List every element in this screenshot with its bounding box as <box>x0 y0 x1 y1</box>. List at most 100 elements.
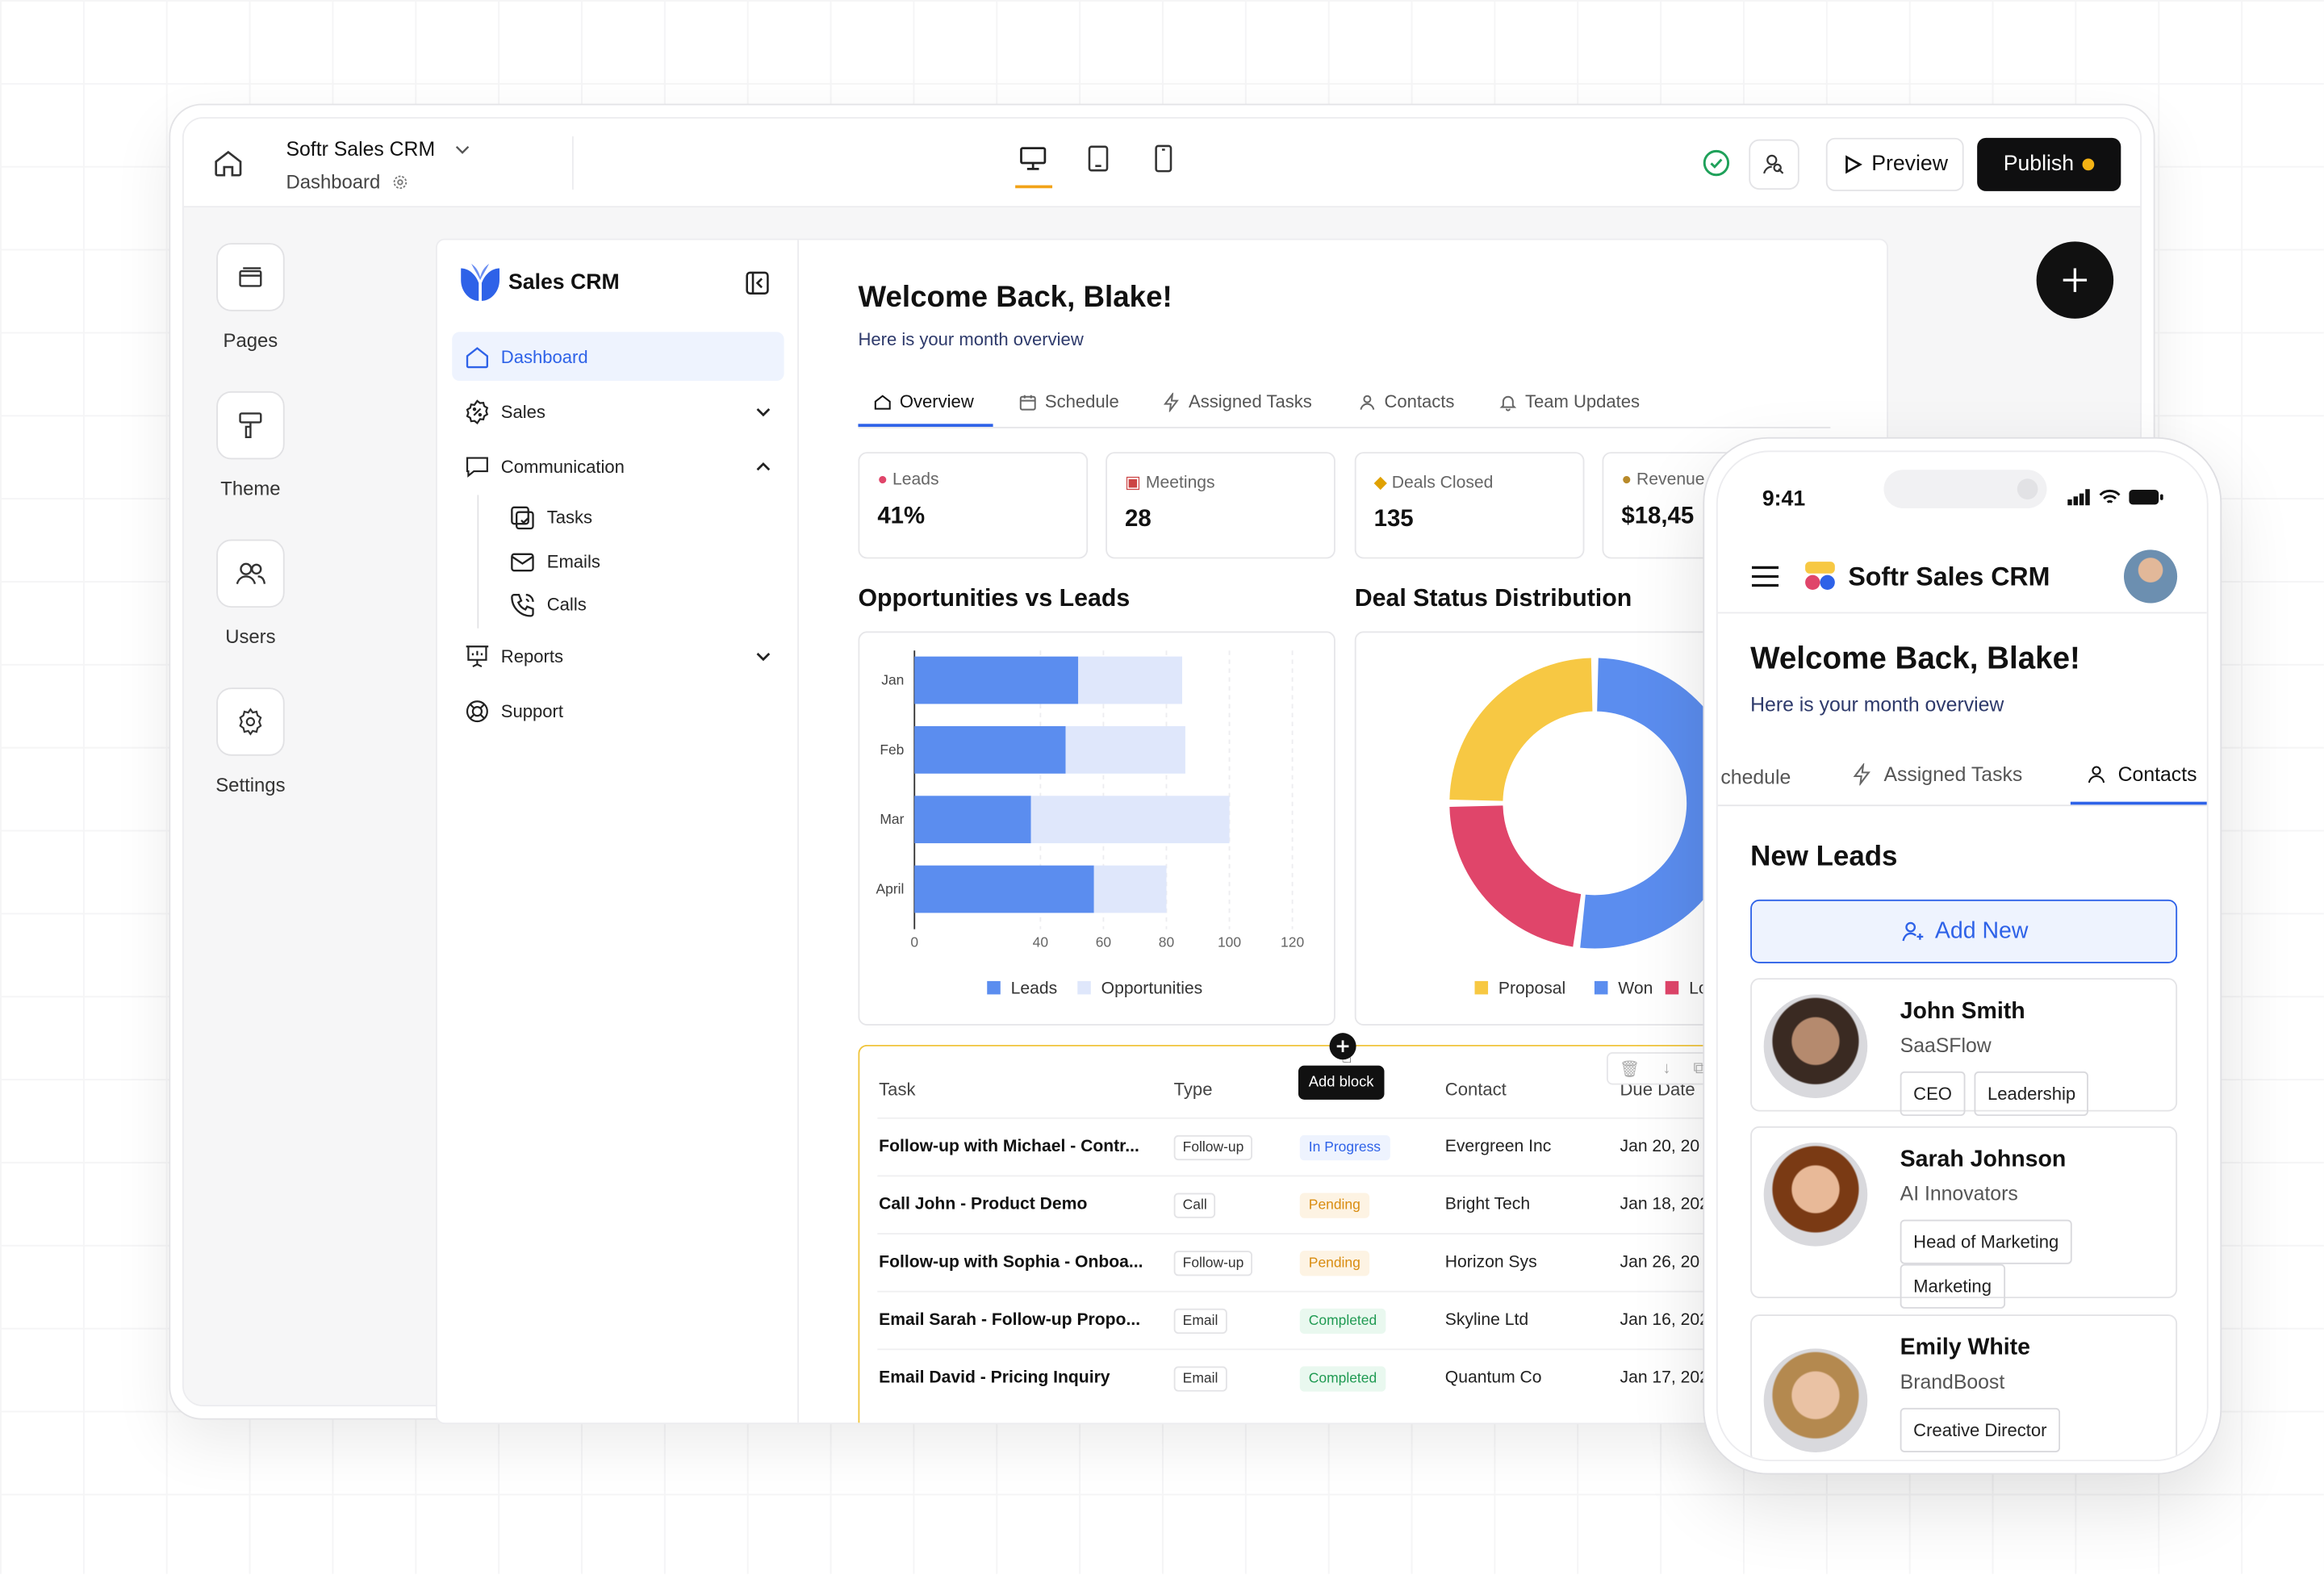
tab-schedule[interactable]: Schedule <box>1018 377 1119 427</box>
bar-leads[interactable] <box>914 865 1094 913</box>
arrow-down-icon[interactable]: ↓ <box>1662 1059 1671 1078</box>
plus-icon <box>2063 268 2088 292</box>
builder-topbar: Softr Sales CRM Dashboard Preview <box>183 118 2141 208</box>
mobile-view-icon[interactable] <box>1144 140 1183 178</box>
add-new-button[interactable]: Add New <box>1750 899 2178 963</box>
tab-overview[interactable]: Overview <box>873 377 974 427</box>
wifi-icon <box>2099 489 2121 503</box>
page-selector[interactable]: Dashboard <box>286 170 408 193</box>
rail-label: Settings <box>215 773 286 796</box>
submenu-line <box>477 495 479 629</box>
bar-chart-card: 0 40 60 80 100 120 Jan Feb Mar April Leads Opportun… <box>858 631 1335 1026</box>
tag: Leadership <box>1974 1071 2089 1117</box>
kpi-card: ● Leads 41% <box>858 452 1089 559</box>
publish-label: Publish <box>2003 152 2075 177</box>
tablet-view-icon[interactable] <box>1079 140 1118 178</box>
tab-label: Schedule <box>1044 391 1119 412</box>
contact-cell: Skyline Ltd <box>1444 1311 1529 1330</box>
app-switcher[interactable]: Softr Sales CRM <box>286 137 470 161</box>
bar-leads[interactable] <box>914 796 1031 844</box>
collapse-sidebar-icon[interactable] <box>742 268 772 298</box>
kpi-card: ◆ Deals Closed 135 <box>1354 452 1585 559</box>
add-block-button[interactable] <box>1329 1033 1356 1060</box>
table-row[interactable]: Call John - Product Demo Call Pending Brigh… <box>877 1175 1776 1234</box>
lead-card[interactable]: Sarah Johnson AI Innovators Head of Market… <box>1750 1126 2178 1309</box>
lead-tags: Head of MarketingMarketing <box>1900 1219 2167 1309</box>
due-date-cell: Jan 16, 202 <box>1620 1311 1709 1330</box>
x-tick-label: 40 <box>1033 934 1049 950</box>
lead-name: John Smith <box>1900 998 2025 1025</box>
rail-theme[interactable]: Theme <box>216 391 287 499</box>
nav-item-communication[interactable]: Communication <box>452 441 784 491</box>
home-icon[interactable] <box>204 140 252 187</box>
nav-item-support[interactable]: Support <box>452 686 784 735</box>
gear-icon <box>392 174 407 189</box>
nav-item-calls[interactable]: Calls <box>508 584 587 625</box>
add-block-tooltip: Add block <box>1298 1065 1385 1100</box>
lead-tags: Creative Director <box>1900 1407 2167 1452</box>
plus-icon <box>1336 1040 1349 1053</box>
bar-opportunities[interactable] <box>1065 725 1185 774</box>
nav-label: Calls <box>546 594 587 616</box>
calendar-icon <box>1019 394 1036 410</box>
kpi-label: Leads <box>892 471 939 490</box>
cursor-hand-icon: ☝ <box>1341 1046 1352 1067</box>
lead-company: SaaSFlow <box>1900 1034 1992 1057</box>
tab-label: Contacts <box>2117 762 2197 786</box>
table-row[interactable]: Email David - Pricing Inquiry Email Comple… <box>877 1348 1776 1406</box>
table-row[interactable]: Email Sarah - Follow-up Propo... Email Com… <box>877 1290 1776 1349</box>
donut-slice-lost[interactable] <box>1449 805 1582 947</box>
rail-settings[interactable]: Settings <box>215 687 287 796</box>
bar-leads[interactable] <box>914 656 1079 704</box>
type-badge: Email <box>1173 1307 1227 1334</box>
phone-tab-contacts[interactable]: Contacts <box>2085 762 2197 786</box>
phone-tab-assigned-tasks[interactable]: Assigned Tasks <box>1851 762 2022 786</box>
phone-tab-schedule[interactable]: chedule <box>1720 766 1791 789</box>
status-badge: Completed <box>1299 1365 1386 1391</box>
tab-contacts[interactable]: Contacts <box>1357 377 1454 427</box>
welcome-heading: Welcome Back, Blake! <box>858 281 1172 315</box>
avatar <box>1763 1348 1868 1452</box>
tab-assigned-tasks[interactable]: Assigned Tasks <box>1162 377 1312 427</box>
nav-item-emails[interactable]: Emails <box>508 541 600 582</box>
tag: Head of Marketing <box>1900 1219 2072 1264</box>
preview-button[interactable]: Preview <box>1825 137 1964 191</box>
donut-slice-won[interactable] <box>1580 658 1741 949</box>
user-preview-button[interactable] <box>1749 139 1799 190</box>
signal-icon <box>2067 489 2090 506</box>
table-row[interactable]: Follow-up with Michael - Contr... Follow-… <box>877 1117 1776 1176</box>
pages-icon <box>216 243 285 311</box>
add-block-fab[interactable] <box>2036 241 2114 319</box>
lead-company: BrandBoost <box>1900 1370 2005 1393</box>
desktop-view-icon[interactable] <box>1014 140 1052 178</box>
avatar[interactable] <box>2123 549 2178 604</box>
bar-opportunities[interactable] <box>1093 865 1167 913</box>
lead-card[interactable]: John Smith SaaSFlow CEO Leadership <box>1750 978 2178 1117</box>
legend-label: Proposal <box>1498 980 1565 998</box>
lead-card[interactable]: Emily White BrandBoost Creative Director <box>1750 1314 2178 1460</box>
nav-item-dashboard[interactable]: Dashboard <box>452 332 784 382</box>
app-name: Softr Sales CRM <box>286 137 436 161</box>
active-tab-underline <box>858 424 993 427</box>
nav-item-tasks[interactable]: Tasks <box>508 496 592 537</box>
donut-slice-proposal[interactable] <box>1449 658 1593 801</box>
bell-icon <box>1499 395 1517 411</box>
dashboard-main: Welcome Back, Blake! Here is your month … <box>858 240 1887 1423</box>
chevron-down-icon <box>756 407 771 416</box>
bar-opportunities[interactable] <box>1078 656 1182 704</box>
paint-roller-icon <box>216 391 285 460</box>
bar-opportunities[interactable] <box>1030 796 1230 844</box>
bar-leads[interactable] <box>914 725 1066 774</box>
nav-item-sales[interactable]: Sales <box>452 386 784 436</box>
tab-team-updates[interactable]: Team Updates <box>1498 377 1640 427</box>
menu-icon[interactable] <box>1750 565 1780 588</box>
rail-users[interactable]: Users <box>216 539 287 648</box>
table-row[interactable]: Follow-up with Sophia - Onboa... Follow-u… <box>877 1233 1776 1291</box>
rail-label: Theme <box>220 477 281 499</box>
copy-icon[interactable]: ⧉ <box>1693 1059 1705 1077</box>
publish-button[interactable]: Publish <box>1977 137 2121 191</box>
trash-icon[interactable]: 🗑 <box>1619 1060 1641 1079</box>
tasks-table: Task Type Contact Due Date Follow-up wit… <box>858 1044 1778 1423</box>
nav-item-reports[interactable]: Reports <box>452 631 784 680</box>
rail-pages[interactable]: Pages <box>216 243 287 351</box>
